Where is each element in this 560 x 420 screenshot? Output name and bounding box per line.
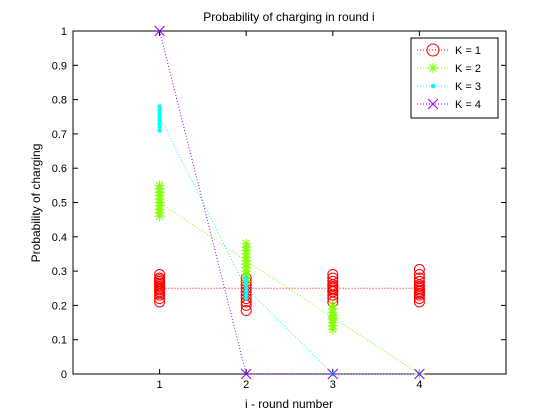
data-point-k3 bbox=[243, 296, 249, 301]
legend-label: K = 4 bbox=[455, 99, 481, 111]
legend-label: K = 1 bbox=[455, 45, 481, 57]
data-point-k1 bbox=[327, 269, 339, 281]
data-point-k3 bbox=[243, 279, 249, 284]
x-stroke bbox=[327, 368, 339, 380]
y-axis: 0 0.1 0.2 0.3 0.4 0.5 0.6 0.7 0.8 0.9 1 bbox=[52, 26, 506, 381]
y-tick-label: 1 bbox=[61, 26, 67, 38]
legend-box bbox=[410, 37, 499, 119]
legend-marker bbox=[430, 83, 436, 89]
x-tick-label: 1 bbox=[157, 379, 163, 391]
x-stroke bbox=[427, 98, 439, 110]
y-tick-label: 0.8 bbox=[52, 95, 67, 107]
asterisk-stroke bbox=[155, 181, 164, 190]
data-point-k1 bbox=[413, 275, 425, 287]
data-point-k3 bbox=[157, 128, 162, 133]
data-point-k3 bbox=[243, 282, 249, 288]
data-point-k3 bbox=[157, 117, 162, 123]
x-tick-label: 2 bbox=[243, 379, 249, 391]
series-line-k=4 bbox=[159, 30, 420, 375]
data-point-k1 bbox=[327, 272, 339, 284]
data-point-k1 bbox=[413, 263, 425, 275]
data-point-k3 bbox=[157, 104, 162, 109]
legend-marker bbox=[428, 63, 438, 73]
legend-marker bbox=[427, 98, 439, 110]
x-stroke bbox=[240, 368, 252, 380]
legend: K = 1 K = 2 K = 3 K = 4 bbox=[410, 37, 499, 119]
data-point-k2 bbox=[241, 238, 252, 249]
y-axis-label: Probability of charging bbox=[29, 144, 43, 263]
y-tick-label: 0.6 bbox=[52, 163, 67, 175]
y-tick-label: 0.2 bbox=[52, 300, 67, 312]
series-markers bbox=[154, 25, 425, 380]
data-point-k3 bbox=[157, 111, 162, 116]
data-point-k1 bbox=[154, 269, 166, 281]
data-point-k3 bbox=[157, 124, 162, 130]
x-tick-label: 3 bbox=[330, 379, 336, 391]
data-point-k4 bbox=[414, 368, 425, 380]
legend-entry: K = 2 bbox=[417, 63, 481, 75]
legend-label: K = 2 bbox=[455, 63, 481, 75]
legend-label: K = 3 bbox=[455, 81, 481, 93]
y-tick-label: 0 bbox=[61, 369, 67, 381]
x-tick-label: 4 bbox=[416, 379, 422, 391]
data-point-k1 bbox=[240, 305, 252, 317]
legend-marker bbox=[426, 43, 440, 57]
y-tick-label: 0.5 bbox=[52, 198, 67, 210]
legend-entry: K = 4 bbox=[417, 98, 481, 111]
data-point-k4 bbox=[154, 25, 165, 37]
x-axis-label: i - round number bbox=[245, 397, 333, 411]
y-tick-label: 0.9 bbox=[52, 60, 67, 72]
legend-entry: K = 3 bbox=[417, 81, 481, 93]
data-point-k3 bbox=[157, 121, 162, 126]
y-tick-label: 0.3 bbox=[52, 266, 67, 278]
data-point-k1 bbox=[154, 272, 166, 284]
data-point-k3 bbox=[243, 286, 249, 291]
data-point-k1 bbox=[413, 269, 425, 281]
asterisk-stroke bbox=[242, 239, 251, 248]
asterisk-stroke bbox=[328, 301, 337, 310]
series-line-k=2 bbox=[159, 202, 420, 375]
data-point-k4 bbox=[327, 368, 339, 380]
data-point-k3 bbox=[157, 107, 162, 113]
asterisk-stroke bbox=[429, 64, 437, 72]
data-point-k4 bbox=[240, 368, 252, 380]
data-point-k2 bbox=[154, 180, 165, 191]
data-point-k3 bbox=[243, 289, 249, 294]
y-tick-label: 0.4 bbox=[52, 232, 67, 244]
data-point-k3 bbox=[157, 114, 162, 119]
chart-title: Probability of charging in round i bbox=[203, 10, 374, 24]
data-point-k3 bbox=[243, 292, 249, 298]
series-lines bbox=[159, 30, 420, 375]
data-point-k2 bbox=[327, 300, 338, 311]
legend-entry: K = 1 bbox=[417, 43, 481, 57]
y-tick-label: 0.7 bbox=[52, 129, 67, 141]
data-point-k1 bbox=[413, 272, 425, 284]
x-stroke bbox=[154, 25, 165, 37]
x-stroke bbox=[414, 368, 425, 380]
y-tick-label: 0.1 bbox=[52, 335, 67, 347]
data-point-k1 bbox=[327, 275, 339, 287]
data-point-k3 bbox=[243, 275, 249, 281]
